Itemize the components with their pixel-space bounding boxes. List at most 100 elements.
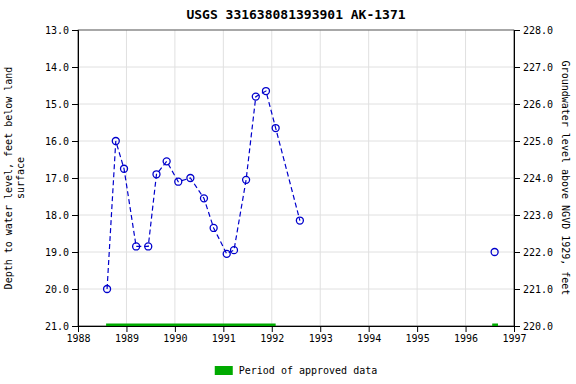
tick: 226.0 [514, 99, 553, 110]
y-axis: 13.014.015.016.017.018.019.020.021.0 [45, 25, 79, 332]
tick-mark [514, 104, 520, 105]
y-axis-label: Depth to water level, feet below landsur… [3, 67, 26, 290]
tick-mark [72, 178, 78, 179]
tick: 1995 [406, 326, 430, 344]
tick: 15.0 [45, 99, 78, 110]
marker [243, 176, 250, 183]
marker [153, 171, 160, 178]
marker [133, 243, 140, 250]
tick-label: 20.0 [45, 284, 69, 295]
grid-line [78, 252, 514, 253]
marker [262, 88, 269, 95]
legend-swatch [215, 366, 233, 375]
tick-mark [417, 326, 418, 332]
legend-label: Period of approved data [239, 365, 377, 376]
tick-label: 1989 [115, 333, 139, 344]
tick: 13.0 [45, 25, 78, 36]
tick: 223.0 [514, 210, 553, 221]
grid-line [78, 67, 514, 68]
tick: 1991 [212, 326, 236, 344]
tick-label: 222.0 [523, 247, 553, 258]
approved-span [106, 324, 276, 327]
tick: 228.0 [514, 25, 553, 36]
legend-item: Period of approved data [215, 365, 377, 376]
tick-mark [514, 67, 520, 68]
tick: 16.0 [45, 136, 78, 147]
tick-mark [72, 104, 78, 105]
tick: 19.0 [45, 247, 78, 258]
tick-label: 17.0 [45, 173, 69, 184]
legend: Period of approved data [215, 365, 377, 376]
grid-line [78, 141, 514, 142]
tick: 220.0 [514, 321, 553, 332]
chart: 1988198919901991199219931994199519961997… [0, 0, 576, 384]
tick-mark [514, 141, 520, 142]
tick-label: 19.0 [45, 247, 69, 258]
marker [223, 250, 230, 257]
marker [230, 247, 237, 254]
marker [187, 175, 194, 182]
tick-mark [369, 326, 370, 332]
tick: 1989 [115, 326, 139, 344]
tick-label: 14.0 [45, 62, 69, 73]
tick-mark [72, 215, 78, 216]
tick-mark [514, 215, 520, 216]
tick-label: 225.0 [523, 136, 553, 147]
marker [272, 125, 279, 132]
x-axis: 1988198919901991199219931994199519961997 [66, 326, 526, 344]
tick-label: 224.0 [523, 173, 553, 184]
tick-mark [72, 326, 78, 327]
marker [175, 178, 182, 185]
tick-mark [272, 326, 273, 332]
axis-line [79, 327, 515, 333]
tick: 222.0 [514, 247, 553, 258]
tick-mark [126, 326, 127, 332]
tick-label: 227.0 [523, 62, 553, 73]
marker [145, 243, 152, 250]
axis-line [72, 31, 79, 327]
tick: 227.0 [514, 62, 553, 73]
tick-mark [72, 252, 78, 253]
marker [210, 224, 217, 231]
tick-label: 1997 [502, 333, 526, 344]
approved-span [492, 324, 498, 327]
grid-line [78, 289, 514, 290]
tick: 225.0 [514, 136, 553, 147]
tick-mark [466, 326, 467, 332]
tick-label: 1990 [163, 333, 187, 344]
grid-line [78, 178, 514, 179]
grid [78, 30, 514, 326]
marker [491, 249, 498, 256]
grid-line [78, 215, 514, 216]
tick-label: 1993 [309, 333, 333, 344]
tick: 1992 [260, 326, 284, 344]
tick-mark [514, 252, 520, 253]
tick-mark [514, 178, 520, 179]
y2-axis: 220.0221.0222.0223.0224.0225.0226.0227.0… [514, 25, 553, 332]
tick: 1988 [66, 326, 90, 344]
title: USGS 331638081393901 AK-1371 [186, 7, 405, 22]
markers [104, 88, 304, 293]
grid-line [78, 104, 514, 105]
tick-mark [514, 289, 520, 290]
tick-label: 16.0 [45, 136, 69, 147]
tick-label: 1991 [212, 333, 236, 344]
tick-label: 220.0 [523, 321, 553, 332]
tick: 1993 [309, 326, 333, 344]
tick-mark [320, 326, 321, 332]
marks [104, 88, 499, 326]
series-line [107, 91, 300, 289]
tick: 1994 [357, 326, 381, 344]
tick-label: 228.0 [523, 25, 553, 36]
marker [252, 93, 259, 100]
tick-label: 1994 [357, 333, 381, 344]
plot-frame [78, 30, 514, 326]
tick: 224.0 [514, 173, 553, 184]
tick-label: 226.0 [523, 99, 553, 110]
tick-mark [72, 289, 78, 290]
tick-mark [72, 30, 78, 31]
tick-mark [514, 30, 520, 31]
tick-mark [72, 141, 78, 142]
tick-label: 18.0 [45, 210, 69, 221]
tick-mark [72, 67, 78, 68]
